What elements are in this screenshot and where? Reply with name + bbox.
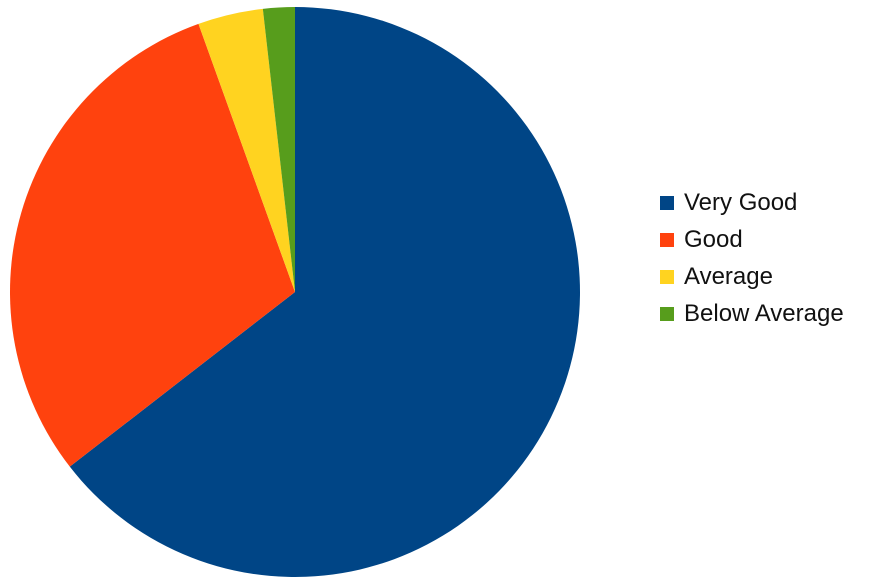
legend-label-average: Average bbox=[684, 262, 773, 290]
legend-swatch-very-good bbox=[660, 195, 674, 210]
pie-slice-good bbox=[9, 23, 295, 467]
pie-slices bbox=[9, 7, 581, 578]
pie-slice-below-average bbox=[262, 7, 295, 292]
pie-slice-average bbox=[198, 8, 295, 293]
legend-item-average: Average bbox=[660, 258, 865, 295]
legend-item-very-good: Very Good bbox=[660, 184, 865, 221]
legend-swatch-good bbox=[660, 232, 674, 247]
legend: Very Good Good Average Below Average bbox=[660, 184, 865, 332]
legend-item-below-average: Below Average bbox=[660, 295, 865, 332]
legend-label-below-average: Below Average bbox=[684, 299, 844, 327]
legend-swatch-below-average bbox=[660, 306, 674, 321]
legend-label-very-good: Very Good bbox=[684, 188, 798, 216]
legend-label-good: Good bbox=[684, 225, 743, 253]
legend-swatch-average bbox=[660, 269, 674, 284]
pie-slice-very-good bbox=[69, 7, 581, 578]
legend-item-good: Good bbox=[660, 221, 865, 258]
